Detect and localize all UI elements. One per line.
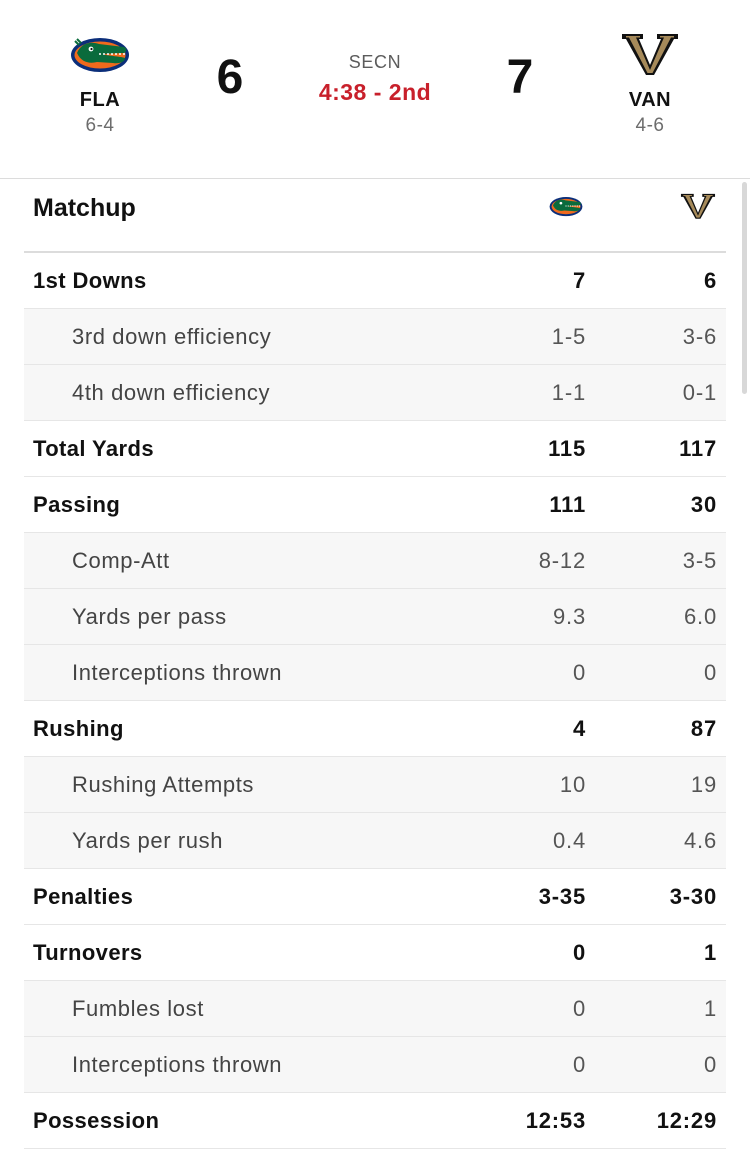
stat-label: 1st Downs: [33, 268, 147, 293]
stat-row: Comp-Att 8-12 3-5: [24, 533, 726, 589]
vanderbilt-v-small-icon: [673, 191, 723, 221]
stat-label: Comp-Att: [72, 548, 170, 573]
stat-label: Turnovers: [33, 940, 143, 965]
stat-row: 1st Downs 7 6: [24, 253, 726, 309]
stat-row: Rushing Attempts 10 19: [24, 757, 726, 813]
stat-row: Possession 12:53 12:29: [24, 1093, 726, 1149]
home-stat-value: 1: [703, 940, 717, 965]
home-stat-value: 0-1: [682, 380, 717, 405]
home-stat-value: 6.0: [684, 604, 717, 629]
away-team-abbr: FLA: [79, 89, 121, 111]
stat-label: Interceptions thrown: [72, 1052, 283, 1077]
home-stat-value: 6: [703, 268, 717, 293]
stat-row: Passing 111 30: [24, 477, 726, 533]
stat-label: Passing: [33, 492, 121, 517]
stat-row: Yards per pass 9.3 6.0: [24, 589, 726, 645]
stat-label: Rushing Attempts: [72, 772, 255, 797]
stat-label: 4th down efficiency: [72, 380, 271, 405]
home-team-record: 4-6: [635, 115, 665, 136]
away-stat-value: 8-12: [538, 548, 586, 573]
away-stat-value: 0: [572, 660, 586, 685]
stat-label: 3rd down efficiency: [72, 324, 272, 349]
home-stat-value: 4.6: [684, 828, 717, 853]
away-score: 6: [216, 51, 244, 104]
stat-row: Yards per rush 0.4 4.6: [24, 813, 726, 869]
away-stat-value: 0.4: [553, 828, 586, 853]
home-team-abbr: VAN: [628, 89, 672, 111]
stat-label: Interceptions thrown: [72, 660, 283, 685]
stat-row: Total Yards 115 117: [24, 421, 726, 477]
stat-label: Total Yards: [33, 436, 154, 461]
stat-row: Rushing 4 87: [24, 701, 726, 757]
matchup-header: Matchup: [24, 179, 726, 253]
matchup-title: Matchup: [33, 194, 136, 222]
vanderbilt-v-logo-icon: [590, 28, 710, 80]
scoreboard-header: FLA 6-4 6 SECN 4:38 - 2nd 7 VAN 4-6: [0, 0, 750, 179]
home-stat-value: 30: [690, 492, 717, 517]
home-stat-value: 1: [703, 996, 717, 1021]
away-stat-value: 1-1: [551, 380, 586, 405]
stat-label: Possession: [33, 1108, 160, 1133]
away-stat-value: 115: [548, 436, 586, 461]
stat-row: 4th down efficiency 1-1 0-1: [24, 365, 726, 421]
away-stat-value: 111: [549, 492, 586, 517]
stat-row: Penalties 3-35 3-30: [24, 869, 726, 925]
stat-row: 3rd down efficiency 1-5 3-6: [24, 309, 726, 365]
away-stat-value: 4: [572, 716, 586, 741]
stat-label: Fumbles lost: [72, 996, 204, 1021]
stat-label: Yards per pass: [72, 604, 227, 629]
away-stat-value: 0: [572, 940, 586, 965]
home-stat-value: 117: [679, 436, 717, 461]
home-stat-value: 0: [703, 660, 717, 685]
home-score: 7: [506, 51, 534, 104]
away-stat-value: 7: [572, 268, 586, 293]
away-stat-value: 9.3: [553, 604, 586, 629]
home-stat-value: 3-5: [682, 548, 717, 573]
stat-row: Fumbles lost 0 1: [24, 981, 726, 1037]
away-stat-value: 1-5: [551, 324, 586, 349]
away-stat-value: 10: [559, 772, 586, 797]
home-stat-value: 0: [703, 1052, 717, 1077]
game-clock: 4:38 - 2nd: [318, 79, 432, 105]
florida-gator-small-icon: [541, 191, 591, 221]
home-stat-value: 3-30: [669, 884, 717, 909]
away-team-record: 6-4: [85, 115, 115, 136]
stat-row: Turnovers 0 1: [24, 925, 726, 981]
stat-label: Yards per rush: [72, 828, 224, 853]
stat-rows: 1st Downs 7 6 3rd down efficiency 1-5 3-6 4th …: [24, 253, 726, 1149]
stat-label: Rushing: [33, 716, 124, 741]
tv-network: SECN: [348, 52, 402, 72]
stat-row: Interceptions thrown 0 0: [24, 645, 726, 701]
home-stat-value: 3-6: [682, 324, 717, 349]
scrollbar[interactable]: [742, 182, 747, 394]
away-stat-value: 3-35: [538, 884, 586, 909]
away-stat-value: 12:53: [525, 1108, 586, 1133]
home-team[interactable]: VAN 4-6: [590, 28, 710, 137]
stat-label: Penalties: [33, 884, 134, 909]
florida-gator-logo-icon: [40, 28, 160, 80]
away-stat-value: 0: [572, 1052, 586, 1077]
away-stat-value: 0: [572, 996, 586, 1021]
game-status: SECN 4:38 - 2nd: [275, 52, 475, 106]
home-stat-value: 19: [690, 772, 717, 797]
away-team[interactable]: FLA 6-4: [40, 28, 160, 137]
matchup-table: Matchup 1st Downs 7 6 3rd down efficiency 1-…: [24, 179, 726, 1149]
home-stat-value: 12:29: [656, 1108, 717, 1133]
home-stat-value: 87: [690, 716, 717, 741]
stat-row: Interceptions thrown 0 0: [24, 1037, 726, 1093]
